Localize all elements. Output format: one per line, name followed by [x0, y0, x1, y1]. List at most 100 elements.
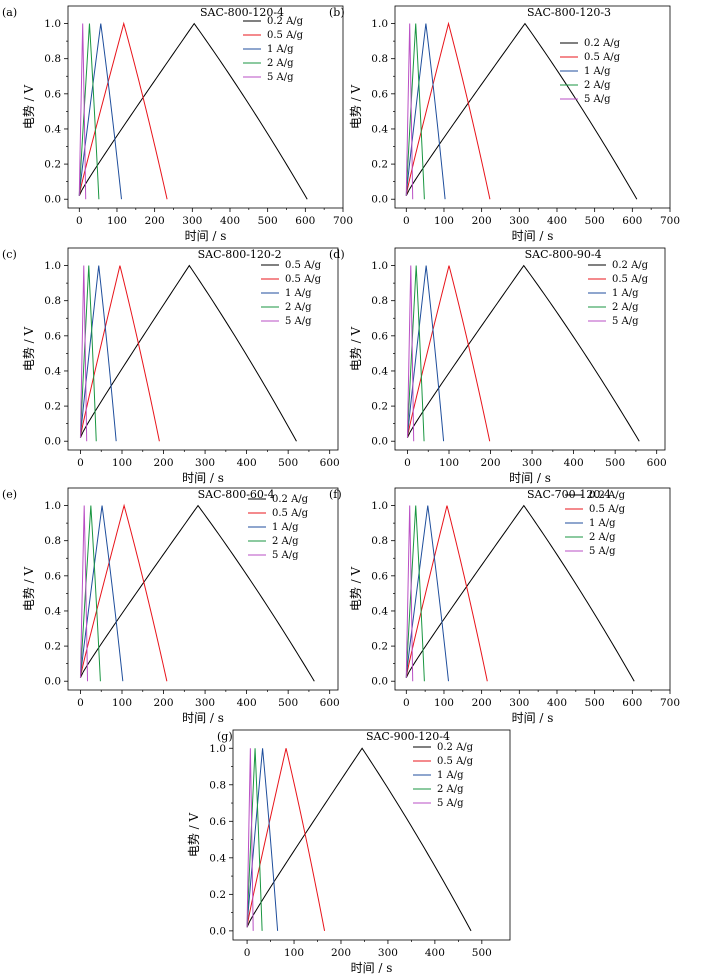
x-tick-label: 300 — [509, 215, 529, 227]
y-tick-label: 0.0 — [371, 436, 388, 448]
y-tick-label: 0.4 — [371, 365, 388, 377]
y-axis-label: 电势 / V — [22, 84, 36, 129]
series-line-5-a-g — [406, 265, 415, 442]
y-tick-label: 0.4 — [371, 605, 388, 617]
series-line-2-a-g — [405, 23, 425, 200]
x-tick-label: 200 — [481, 457, 501, 469]
x-tick-label: 300 — [195, 457, 215, 469]
x-tick-label: 0 — [403, 697, 410, 709]
y-tick-label: 0.8 — [371, 53, 388, 65]
legend-entry: 5 A/g — [612, 316, 639, 327]
y-tick-label: 0.8 — [371, 535, 388, 547]
y-tick-label: 0.2 — [44, 401, 61, 413]
y-tick-label: 0.6 — [44, 570, 61, 582]
y-tick-label: 0.4 — [371, 123, 388, 135]
y-tick-label: 1.0 — [44, 500, 61, 512]
legend: 0.2 A/g 0.5 A/g 1 A/g 2 A/g 5 A/g — [243, 16, 304, 83]
x-axis-label: 时间 / s — [512, 229, 554, 243]
y-tick-label: 1.0 — [371, 260, 388, 272]
chart-title: SAC-800-90-4 — [525, 248, 602, 261]
legend-entry: 0.5 A/g — [285, 260, 322, 271]
series-line-0-2-a-g — [80, 504, 315, 682]
series-line-0-5-a-g — [405, 505, 488, 682]
y-tick-label: 0.2 — [371, 641, 388, 653]
x-tick-label: 0 — [403, 215, 410, 227]
x-tick-label: 400 — [237, 457, 257, 469]
y-tick-label: 1.0 — [44, 18, 61, 30]
x-tick-label: 400 — [547, 215, 567, 227]
legend-entry: 2 A/g — [272, 536, 299, 547]
series-line-0-5-a-g — [80, 264, 297, 442]
plot-frame — [232, 729, 511, 941]
x-tick-label: 400 — [237, 697, 257, 709]
y-tick-label: 1.0 — [371, 500, 388, 512]
legend-entry: 0.2 A/g — [584, 38, 621, 49]
plot-frame — [394, 5, 671, 209]
series-line-5-a-g — [79, 505, 89, 682]
x-tick-label: 500 — [585, 697, 605, 709]
legend-entry: 2 A/g — [285, 302, 312, 313]
series-group — [246, 747, 472, 932]
y-tick-label: 0.4 — [44, 365, 61, 377]
series-group — [78, 21, 308, 200]
series-line-1-a-g — [405, 23, 446, 200]
y-tick-label: 1.0 — [209, 743, 226, 755]
chart-panel-g: 0 100 200 300 400 500 0.0 0.2 0.4 0.6 0.8 1.0 时间 / s… — [187, 729, 511, 974]
series-line-5-a-g — [246, 748, 254, 931]
series-line-0-2-a-g — [246, 747, 472, 932]
chart-panel-b: 0 100 200 300 400 500 600 700 0.0 0.2 0.4 0.6 0.8 1.0… — [329, 5, 680, 243]
legend: 0.2 A/g 0.5 A/g 1 A/g 2 A/g 5 A/g — [588, 260, 649, 327]
legend-entry: 0.5 A/g — [589, 504, 626, 515]
y-tick-label: 1.0 — [44, 260, 61, 272]
x-tick-label: 600 — [622, 697, 642, 709]
y-tick-label: 0.2 — [44, 641, 61, 653]
x-tick-label: 0 — [77, 457, 84, 469]
y-tick-label: 0.0 — [44, 676, 61, 688]
plot-frame — [394, 487, 671, 691]
x-tick-label: 100 — [439, 457, 459, 469]
x-tick-label: 700 — [660, 215, 680, 227]
series-line-2-a-g — [78, 23, 100, 200]
y-tick-label: 0.2 — [371, 401, 388, 413]
series-line-1-a-g — [79, 265, 117, 442]
series-line-2-a-g — [246, 748, 263, 931]
x-tick-label: 600 — [622, 215, 642, 227]
x-tick-label: 200 — [331, 947, 351, 959]
legend: 0.2 A/g 0.5 A/g 1 A/g 2 A/g 5 A/g — [565, 490, 626, 557]
y-axis-label: 电势 / V — [349, 326, 363, 371]
y-tick-label: 0.2 — [371, 159, 388, 171]
legend-entry: 5 A/g — [267, 72, 294, 83]
legend-entry: 0.5 A/g — [285, 274, 322, 285]
legend-entry: 5 A/g — [437, 798, 464, 809]
x-tick-label: 400 — [220, 215, 240, 227]
y-tick-label: 0.0 — [44, 194, 61, 206]
legend-entry: 0.2 A/g — [267, 16, 304, 27]
x-axis-label: 时间 / s — [351, 961, 393, 974]
series-group — [405, 21, 638, 200]
y-axis-label: 电势 / V — [22, 326, 36, 371]
y-axis-label: 电势 / V — [187, 812, 201, 857]
y-tick-label: 0.8 — [44, 535, 61, 547]
x-tick-label: 200 — [145, 215, 165, 227]
chart-panel-d: 0 100 200 300 400 500 600 0.0 0.2 0.4 0.6 0.8 1.0 时间 … — [329, 247, 667, 485]
panel-label: (f) — [329, 488, 342, 501]
x-tick-label: 100 — [107, 215, 127, 227]
x-tick-label: 600 — [320, 697, 340, 709]
y-tick-label: 0.2 — [209, 889, 226, 901]
chart-title: SAC-800-120-4 — [200, 6, 284, 19]
x-tick-label: 200 — [472, 215, 492, 227]
y-tick-label: 0.0 — [44, 436, 61, 448]
series-line-2-a-g — [79, 265, 97, 442]
series-line-1-a-g — [405, 505, 449, 682]
x-tick-label: 300 — [522, 457, 542, 469]
legend: 0.5 A/g 0.5 A/g 1 A/g 2 A/g 5 A/g — [261, 260, 322, 327]
series-line-1-a-g — [406, 265, 445, 442]
x-axis-label: 时间 / s — [185, 229, 227, 243]
x-tick-label: 500 — [472, 947, 492, 959]
series-line-5-a-g — [405, 23, 414, 200]
series-group — [406, 264, 640, 442]
y-tick-label: 0.0 — [371, 194, 388, 206]
x-tick-label: 100 — [284, 947, 304, 959]
panel-label: (a) — [2, 6, 17, 19]
x-axis-label: 时间 / s — [509, 471, 551, 485]
